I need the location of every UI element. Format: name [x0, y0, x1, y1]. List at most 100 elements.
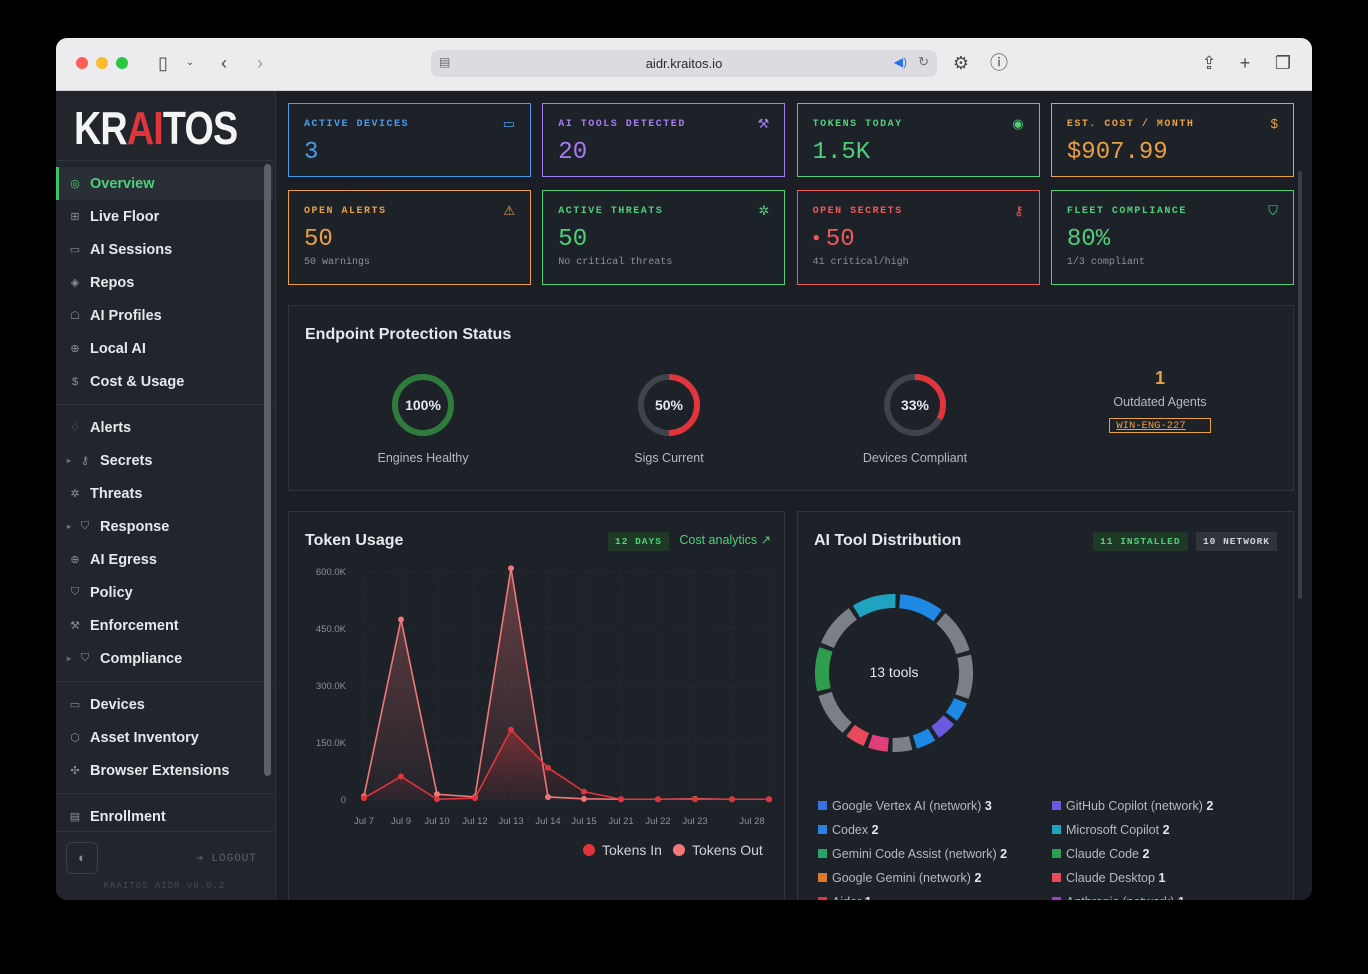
- x-tick-label: Jul 23: [682, 816, 707, 827]
- sidebar-item-local-ai[interactable]: ⊕ Local AI: [56, 332, 273, 365]
- sidebar-scrollbar[interactable]: [264, 164, 271, 776]
- monitor-icon: ▭: [69, 699, 81, 711]
- sidebar-item-ai-egress[interactable]: ⊕ AI Egress: [56, 543, 273, 576]
- monitor-icon: ▭: [502, 116, 515, 131]
- forward-icon[interactable]: ›: [257, 53, 263, 73]
- x-tick-label: Jul 21: [608, 816, 633, 827]
- sidebar-item-repos[interactable]: ◈ Repos: [56, 266, 273, 299]
- sidebar-item-alerts[interactable]: ♢ Alerts: [56, 411, 273, 444]
- stat-card-ai-tools-detected[interactable]: AI TOOLS DETECTED ⚒ 20: [542, 103, 786, 177]
- back-icon[interactable]: ‹: [221, 53, 227, 73]
- sidebar-item-compliance[interactable]: ▸ ⛉ Compliance: [56, 642, 273, 675]
- legend-item-github-copilot-network[interactable]: GitHub Copilot (network) 2: [1052, 799, 1213, 813]
- sidebar-toggle-icon[interactable]: ▯: [158, 53, 168, 73]
- network-badge: 10 NETWORK: [1195, 532, 1277, 551]
- ai-tool-donut: [815, 594, 973, 752]
- data-point-tokens-in: [618, 796, 624, 803]
- legend-item-gemini-code-assist-network[interactable]: Gemini Code Assist (network) 2: [818, 847, 1007, 861]
- sidebar-item-browser-extensions[interactable]: ✣ Browser Extensions: [56, 754, 273, 787]
- legend-item-claude-code[interactable]: Claude Code 2: [1052, 847, 1149, 861]
- caret-right-icon[interactable]: ▸: [67, 456, 72, 465]
- data-point-tokens-in: [361, 795, 367, 802]
- sidebar-item-cost-usage[interactable]: $ Cost & Usage: [56, 365, 273, 398]
- stat-card-active-devices[interactable]: ACTIVE DEVICES ▭ 3: [288, 103, 531, 177]
- zoom-window-button[interactable]: [116, 57, 128, 69]
- stat-value: 3: [304, 139, 319, 166]
- stat-label: ACTIVE DEVICES: [304, 119, 410, 130]
- reload-icon[interactable]: ↻: [918, 54, 929, 69]
- sidebar-item-label: AI Profiles: [90, 307, 162, 324]
- page-settings-icon[interactable]: ▤: [439, 55, 451, 69]
- data-point-tokens-out: [398, 616, 404, 623]
- critical-dot-icon: ●: [812, 231, 820, 245]
- sidebar-item-response[interactable]: ▸ ⛉ Response: [56, 510, 273, 543]
- address-bar[interactable]: ▤ aidr.kraitos.io ◀) ↻: [431, 50, 937, 77]
- donut-segment: [930, 715, 954, 738]
- logout-button[interactable]: ⇥ LOGOUT: [196, 853, 257, 865]
- main-scrollbar[interactable]: [1298, 171, 1302, 599]
- legend-item-microsoft-copilot[interactable]: Microsoft Copilot 2: [1052, 823, 1170, 837]
- donut-segment: [868, 734, 890, 752]
- sidebar-item-devices[interactable]: ▭ Devices: [56, 688, 273, 721]
- legend-item-google-gemini-network[interactable]: Google Gemini (network) 2: [818, 871, 981, 885]
- sidebar-item-label: Devices: [90, 696, 145, 713]
- sidebar-item-enforcement[interactable]: ⚒ Enforcement: [56, 609, 273, 642]
- theme-palette-icon[interactable]: ◐: [66, 842, 98, 874]
- stat-card-open-secrets[interactable]: OPEN SECRETS ⚷ ● 50 41 critical/high: [796, 190, 1040, 285]
- legend-swatch: [1052, 873, 1061, 882]
- stat-subtext: No critical threats: [558, 257, 673, 268]
- speaker-icon[interactable]: ◀): [893, 55, 907, 69]
- stat-card-active-threats[interactable]: ACTIVE THREATS ✲ 50 No critical threats: [542, 190, 786, 285]
- stat-card-tokens-today[interactable]: TOKENS TODAY ◉ 1.5K: [796, 103, 1040, 177]
- bug-icon: ✲: [70, 488, 80, 500]
- token-usage-panel: Token Usage 12 DAYS Cost analytics ↗ 0 15…: [288, 511, 785, 900]
- sidebar-item-policy[interactable]: ⛉ Policy: [56, 576, 273, 609]
- sidebar-item-ai-profiles[interactable]: ☖ AI Profiles: [56, 299, 273, 332]
- legend-item-google-vertex-ai-network[interactable]: Google Vertex AI (network) 3: [818, 799, 992, 813]
- sidebar-item-threats[interactable]: ✲ Threats: [56, 477, 273, 510]
- legend-item-codex[interactable]: Codex 2: [818, 823, 879, 837]
- sidebar-item-secrets[interactable]: ▸ ⚷ Secrets: [56, 444, 273, 477]
- tabs-overview-icon[interactable]: ❐: [1274, 53, 1292, 73]
- stat-card-fleet-compliance[interactable]: FLEET COMPLIANCE ⛉ 80% 1/3 compliant: [1050, 190, 1294, 285]
- legend-item-anthropic-network[interactable]: Anthropic (network) 1: [1052, 895, 1185, 900]
- caret-right-icon[interactable]: ▸: [67, 654, 72, 663]
- share-icon[interactable]: ⇪: [1201, 53, 1217, 73]
- dollar-icon: $: [71, 375, 79, 388]
- gear-icon[interactable]: ⚙: [952, 53, 970, 73]
- stat-label: ACTIVE THREATS: [558, 206, 664, 217]
- minimize-window-button[interactable]: [96, 57, 108, 69]
- cost-analytics-link[interactable]: Cost analytics ↗: [679, 533, 772, 547]
- shield-icon: ⛉: [80, 520, 90, 532]
- sidebar-item-enrollment[interactable]: ▤ Enrollment: [56, 800, 273, 833]
- legend-item-aider[interactable]: Aider 1: [818, 895, 872, 900]
- sidebar-item-live-floor[interactable]: ⊞ Live Floor: [56, 200, 273, 233]
- legend-swatch: [1052, 801, 1061, 810]
- legend-swatch: [1052, 849, 1061, 858]
- sidebar-item-label: Compliance: [100, 650, 183, 667]
- caret-right-icon[interactable]: ▸: [67, 522, 72, 531]
- stat-card-open-alerts[interactable]: OPEN ALERTS ⚠ 50 50 warnings: [288, 190, 531, 285]
- grid-icon: ⊞: [70, 211, 80, 223]
- sidebar-item-label: Alerts: [90, 419, 132, 436]
- stat-card-est-cost-month[interactable]: EST. COST / MONTH $ $907.99: [1050, 103, 1294, 177]
- stat-label: TOKENS TODAY: [812, 119, 903, 130]
- new-tab-icon[interactable]: +: [1239, 53, 1251, 73]
- kraitos-logo[interactable]: KRAITOS: [74, 102, 238, 154]
- gauge-devices-compliant: 33% Devices Compliant: [815, 372, 1015, 465]
- gauge-ring: 33%: [884, 374, 946, 436]
- legend-tool-name: Claude Desktop: [1066, 871, 1155, 885]
- donut-segment: [818, 691, 852, 733]
- close-window-button[interactable]: [76, 57, 88, 69]
- chevron-down-icon[interactable]: ⌄: [185, 57, 195, 68]
- y-tick-label: 450.0K: [316, 624, 347, 635]
- sidebar-item-asset-inventory[interactable]: ⬡ Asset Inventory: [56, 721, 273, 754]
- sidebar-item-ai-sessions[interactable]: ▭ AI Sessions: [56, 233, 273, 266]
- gauge-percent: 100%: [405, 397, 441, 413]
- legend-item-claude-desktop[interactable]: Claude Desktop 1: [1052, 871, 1165, 885]
- data-point-tokens-in: [581, 788, 587, 795]
- sidebar-item-overview[interactable]: ◎ Overview: [56, 167, 273, 200]
- outdated-device-link[interactable]: WIN-ENG-227: [1109, 418, 1211, 433]
- info-icon[interactable]: ⓘ: [990, 53, 1008, 73]
- legend-swatch: [1052, 825, 1061, 834]
